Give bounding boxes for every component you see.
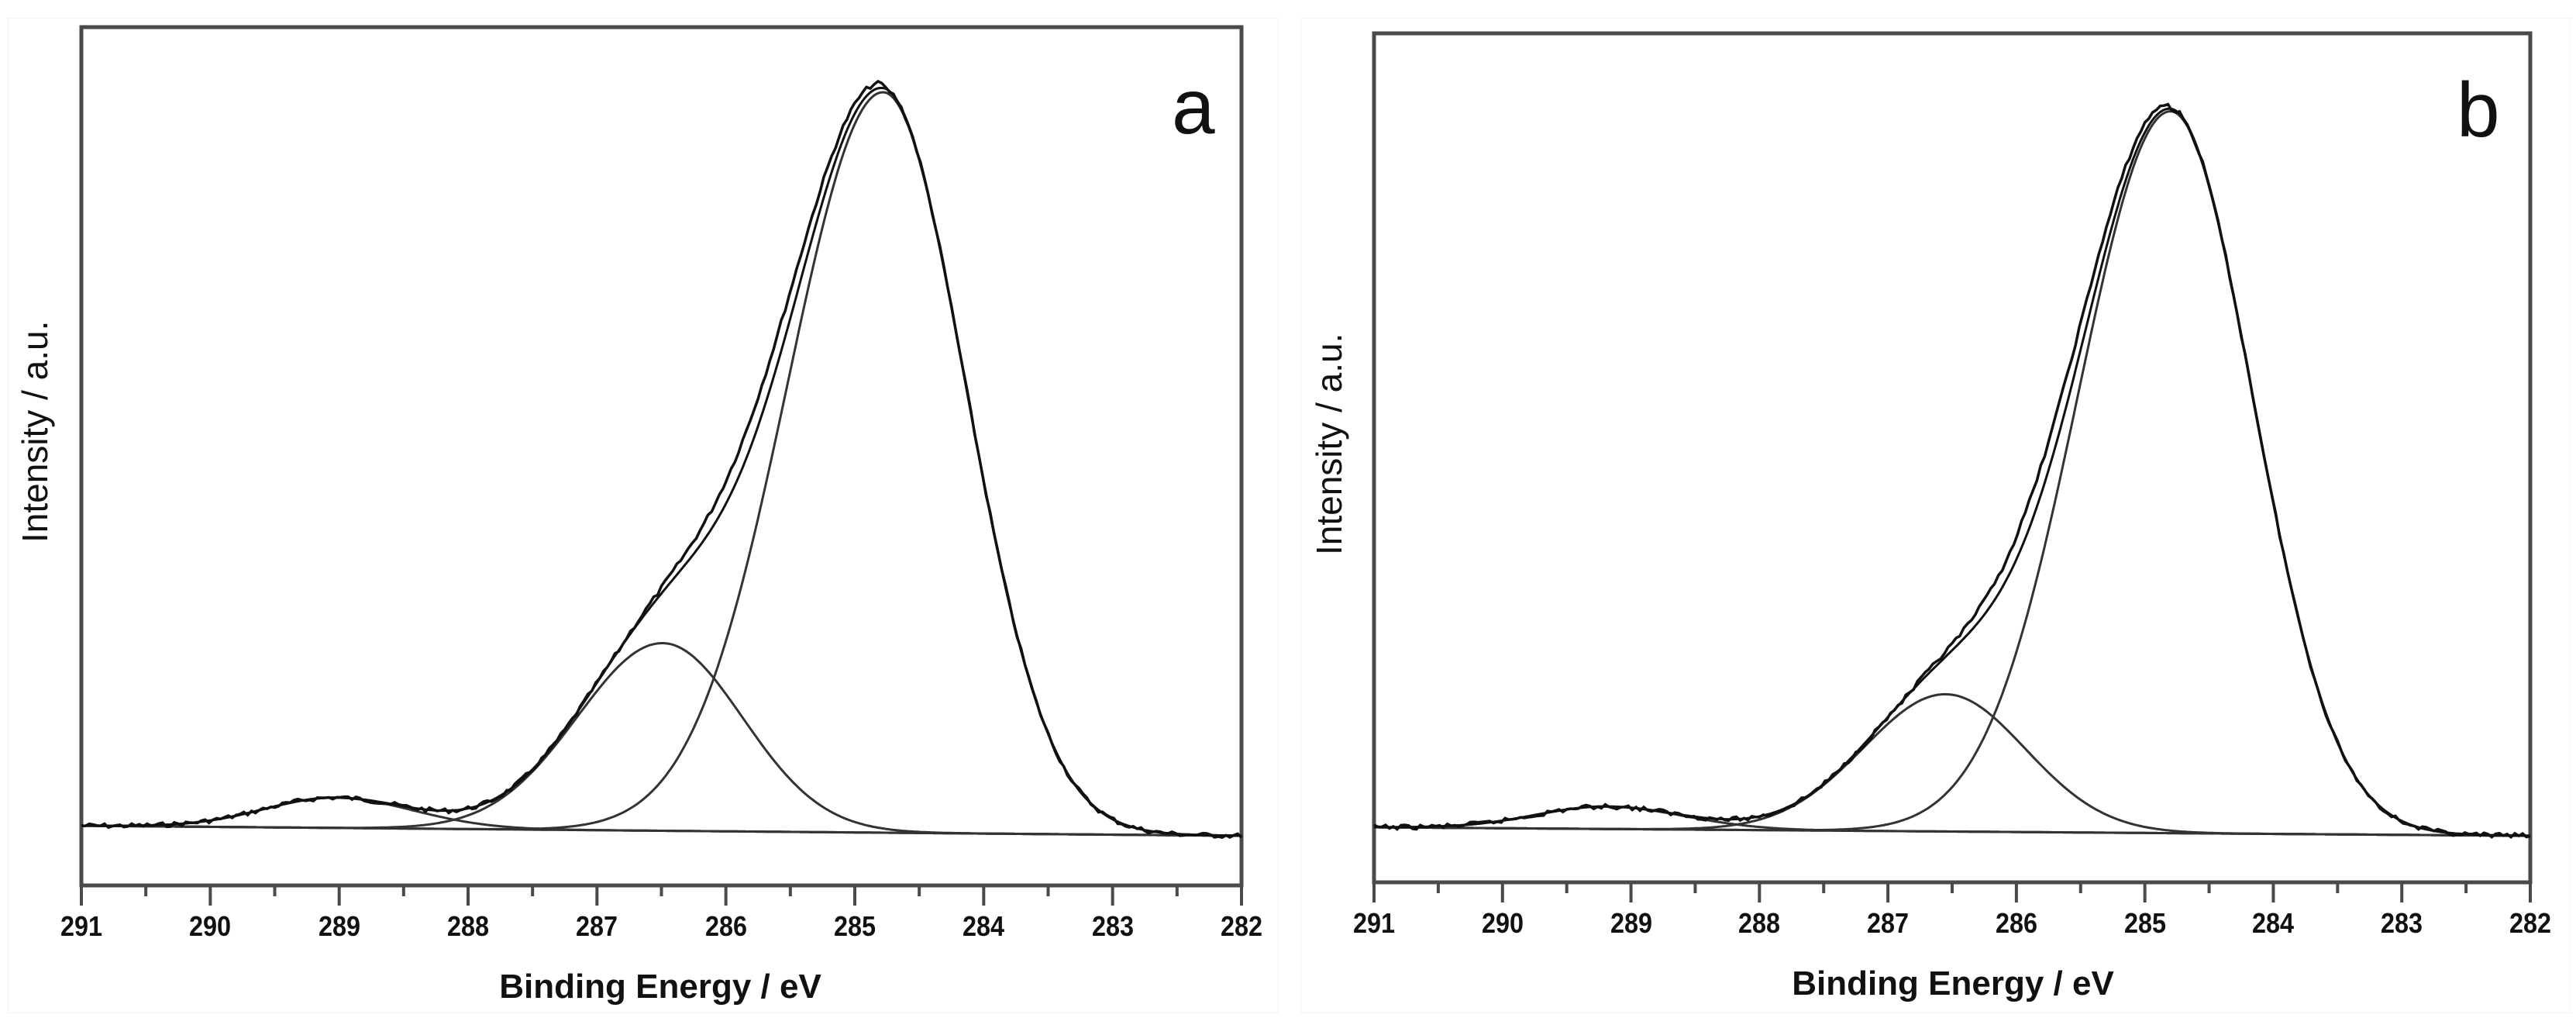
x-tick-label: 289 (1610, 907, 1652, 939)
x-tick-label: 285 (2123, 907, 2166, 939)
experimental-spectrum (1373, 102, 2531, 840)
fitted-envelope (81, 86, 1242, 837)
x-tick-label: 284 (963, 910, 1005, 942)
x-tick-label: 283 (1091, 910, 1134, 942)
plot-frame (1372, 31, 2533, 885)
panel-a-plot (79, 25, 1244, 906)
x-tick-label: 291 (60, 910, 103, 942)
panel-b-background (1300, 18, 2571, 1013)
x-tick-label: 291 (1352, 907, 1396, 939)
x-tick-label: 286 (1995, 907, 2037, 939)
fit-component-1 (1374, 110, 2530, 837)
plot-frame (79, 25, 1244, 888)
fit-component-2 (1374, 692, 2530, 837)
x-tick-label: 290 (1481, 907, 1524, 939)
x-tick-label: 290 (189, 910, 232, 942)
x-tick-label: 283 (2381, 907, 2423, 939)
panel-b-y-axis-label: Intensity / a.u. (1309, 333, 1349, 555)
x-tick-label: 289 (318, 910, 360, 942)
experimental-spectrum (81, 79, 1243, 839)
x-tick-label: 288 (1738, 907, 1781, 939)
panel-b-plot (1372, 31, 2533, 902)
x-tick-label: 282 (2509, 907, 2552, 939)
x-tick-label: 286 (704, 910, 747, 942)
panel-a-letter: a (1172, 64, 1215, 150)
panel-a-y-axis-label: Intensity / a.u. (15, 320, 55, 543)
fitted-envelope (1374, 107, 2530, 837)
fit-component-2 (81, 642, 1242, 837)
panel-a-background (8, 18, 1279, 1013)
x-tick-label: 285 (833, 910, 876, 942)
panel-b-x-axis-label: Binding Energy / eV (1792, 965, 2114, 1002)
x-tick-label: 287 (576, 910, 618, 942)
x-tick-label: 287 (1867, 907, 1910, 939)
panel-b-letter: b (2457, 67, 2500, 154)
x-tick-label: 282 (1220, 910, 1263, 942)
fit-component-3 (81, 796, 1242, 837)
panel-a-x-axis-label: Binding Energy / eV (499, 968, 821, 1006)
fit-component-1 (81, 91, 1242, 837)
x-tick-label: 284 (2252, 907, 2295, 939)
x-tick-label: 288 (446, 910, 490, 942)
